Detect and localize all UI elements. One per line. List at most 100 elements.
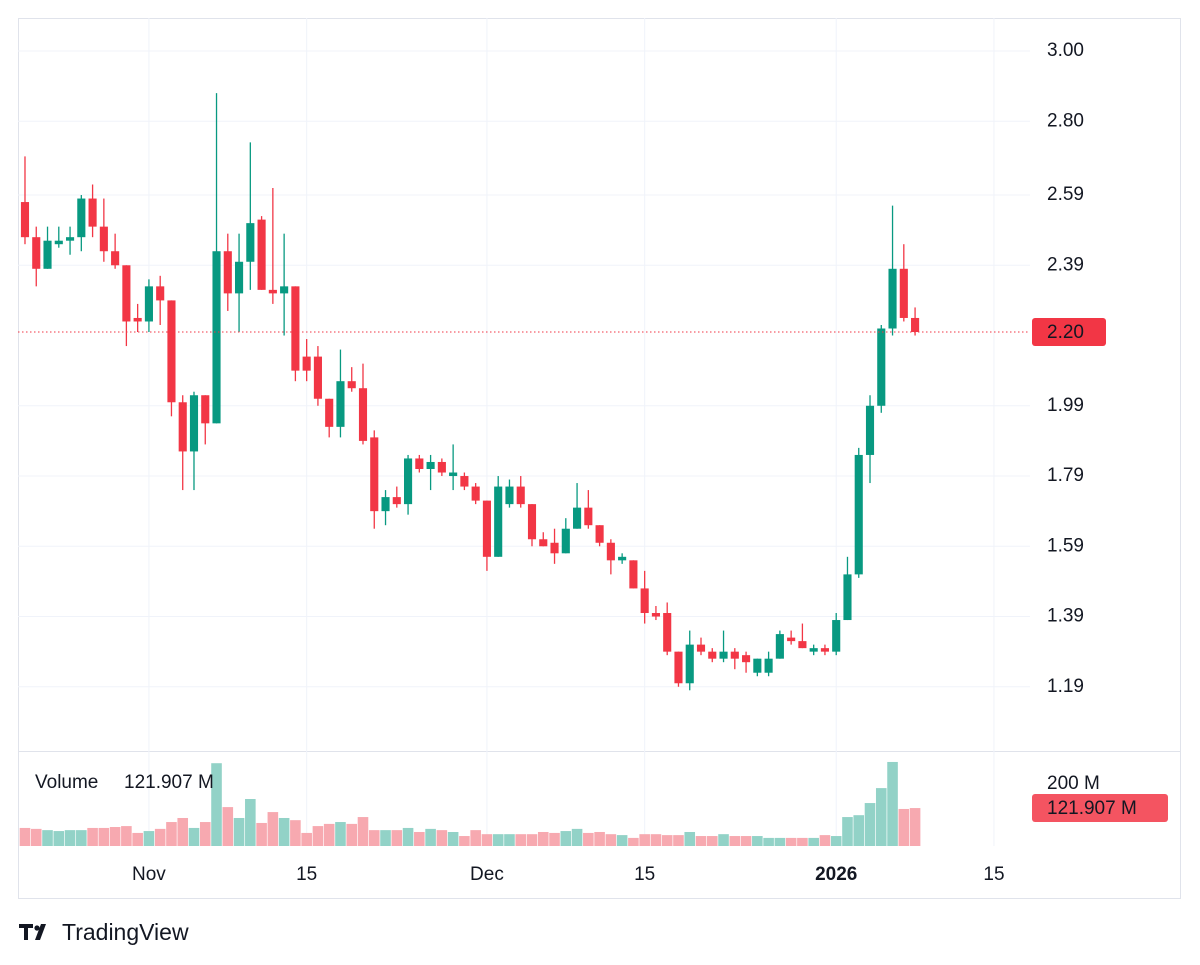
volume-bar: [425, 828, 436, 846]
candle-body: [437, 461, 446, 473]
candle-body: [404, 458, 413, 505]
volume-bar: [752, 836, 763, 846]
volume-bar: [560, 831, 572, 846]
candle-body: [640, 588, 649, 614]
volume-bar: [245, 799, 256, 846]
candle-body: [674, 651, 683, 684]
volume-bar: [830, 836, 842, 846]
candle-body: [787, 637, 796, 642]
candle-body: [302, 356, 311, 371]
volume-bar: [30, 828, 42, 846]
candle-body: [663, 613, 672, 652]
candle-body: [561, 528, 570, 554]
volume-bar: [98, 827, 110, 846]
candle-body: [392, 497, 401, 505]
volume-bar: [526, 834, 538, 846]
candle-body: [156, 286, 165, 301]
volume-bar: [695, 836, 707, 846]
candle-body: [212, 251, 221, 424]
volume-bar: [583, 832, 594, 846]
axes: 3.00 2.80 2.59 2.39 1.99 1.79 1.59 1.39 1.19 200 …: [18, 40, 1168, 885]
volume-bar: [87, 827, 98, 846]
candle-body: [65, 237, 75, 241]
volume-bar: [887, 761, 898, 846]
volume-bar: [301, 832, 312, 846]
candle-body: [347, 381, 356, 389]
candle-body: [370, 437, 379, 512]
volume-bar: [594, 831, 605, 846]
y-tick-label: 2.59: [1047, 184, 1084, 205]
volume-bar: [335, 822, 346, 846]
volume-bar: [605, 834, 617, 846]
volume-bar: [368, 830, 380, 846]
candle-body: [888, 268, 897, 329]
candle-body: [505, 486, 514, 505]
volume-bar: [684, 831, 696, 846]
volume-bar: [267, 812, 279, 846]
volume-bar: [42, 830, 53, 846]
y-tick-label: 1.59: [1047, 535, 1084, 556]
candle-body: [820, 648, 829, 652]
volume-bar: [504, 834, 515, 846]
y-tick-label: 2.39: [1047, 254, 1084, 275]
y-tick-label: 1.99: [1047, 395, 1084, 416]
volume-bar: [290, 820, 301, 846]
candle-body: [764, 658, 773, 673]
volume-tick-label: 200 M: [1047, 773, 1100, 794]
candle-body: [133, 317, 142, 322]
volume-bar: [898, 808, 910, 846]
candle-body: [336, 381, 345, 427]
volume-bar: [188, 827, 200, 846]
x-tick-label: 15: [983, 864, 1004, 885]
candle-body: [595, 525, 604, 543]
volume-bar: [616, 835, 628, 846]
y-tick-label: 2.80: [1047, 110, 1084, 131]
y-tick-label: 1.39: [1047, 606, 1084, 627]
candle-body: [471, 486, 480, 501]
volume-bar: [312, 826, 324, 846]
x-tick-label: Dec: [470, 864, 504, 885]
candle-body: [77, 198, 86, 238]
candle-body: [742, 655, 751, 663]
candle-body: [426, 461, 435, 470]
volume-bar: [166, 822, 177, 846]
candle-body: [43, 240, 52, 269]
candle-body: [99, 226, 108, 252]
candle-body: [550, 542, 559, 554]
candle-body: [606, 542, 615, 561]
volume-bar: [650, 834, 662, 846]
candle-body: [20, 202, 30, 238]
volume-bar: [121, 826, 132, 846]
volume-bar: [323, 823, 335, 846]
volume-bar: [785, 837, 797, 846]
brand-logo: [19, 924, 46, 940]
volume-bar: [380, 830, 391, 846]
candle-body: [257, 219, 266, 290]
candle-body: [460, 476, 469, 487]
candle-body: [280, 286, 289, 294]
candle-body: [629, 560, 638, 589]
candle-body: [122, 265, 131, 322]
volume-bar: [64, 830, 76, 846]
volume-bar: [109, 827, 121, 846]
volume-bar: [414, 831, 425, 846]
x-tick-label: Nov: [132, 864, 166, 885]
volume-bar: [199, 822, 211, 846]
candle-body: [167, 300, 176, 403]
candles: [20, 93, 920, 691]
candle-body: [291, 286, 300, 371]
volume-bar: [661, 835, 673, 846]
x-tick-label: 15: [296, 864, 317, 885]
volume-bar: [909, 808, 921, 846]
volume-bar: [357, 817, 369, 846]
candle-body: [494, 486, 503, 557]
volume-bar: [706, 836, 718, 846]
volume-bar: [211, 763, 222, 846]
candle-body: [482, 500, 491, 557]
volume-bar: [19, 827, 31, 846]
candle-body: [775, 634, 784, 659]
candle-body: [685, 644, 694, 684]
volume-bar: [808, 837, 819, 846]
volume-bar: [459, 836, 470, 846]
candle-body: [696, 644, 706, 652]
